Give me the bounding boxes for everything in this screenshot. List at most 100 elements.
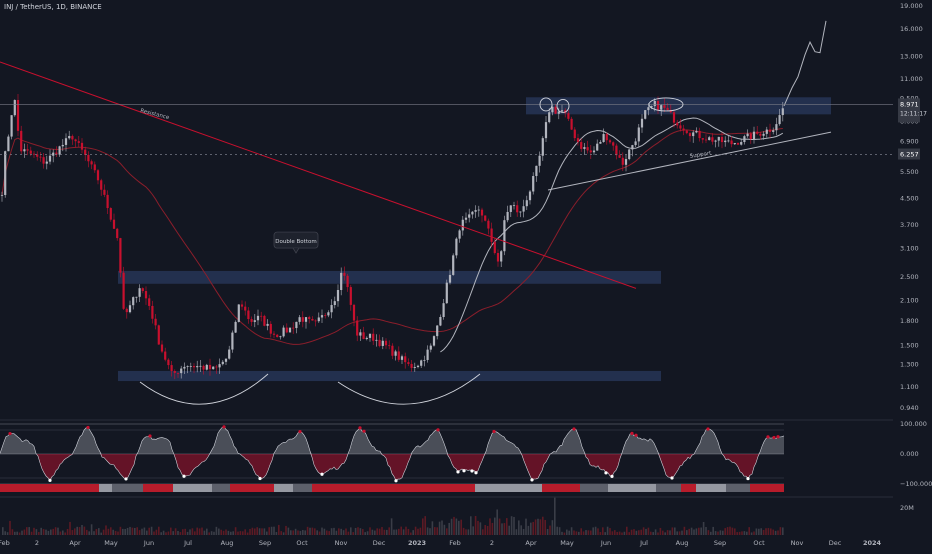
osc-trough-dot [394,479,398,483]
volume-bar [318,531,321,535]
candle-body [730,140,733,145]
volume-bar [357,527,359,535]
osc-peak-dot [630,431,634,435]
strip-segment [681,484,696,492]
volume-bar [390,518,393,535]
volume-bar [98,528,100,535]
volume-bar [263,528,266,535]
candle-body [74,139,77,142]
volume-bar [546,528,549,535]
ma-long-line [1,128,783,345]
volume-bar [695,528,698,535]
strip-segment [648,484,656,492]
callout-pointer [292,247,300,254]
volume-bar [609,528,611,535]
x-tick-label: Jun [143,539,154,547]
candle-body [282,327,285,337]
candle-body [199,365,202,367]
candle-body [16,100,20,131]
volume-bar [717,531,719,535]
candle-body [87,154,90,162]
candle-body [23,149,26,152]
volume-bar [278,524,280,535]
candle-body [231,332,234,350]
volume-bar [714,531,717,535]
volume-bar [666,530,669,535]
volume-bar [328,531,330,535]
candle-body [125,308,128,313]
candle-body [109,208,112,220]
osc-peak-dot [492,429,496,434]
volume-bar [131,527,134,535]
volume-bar [525,518,527,535]
volume-bar [590,530,592,535]
osc-trough-dot [258,476,262,481]
strip-segment [22,484,38,492]
volume-bar [450,518,453,535]
candle-body [330,305,333,313]
candles [0,20,827,380]
volume-bar [599,532,602,535]
candle-body [480,209,484,216]
volume-bar [153,531,155,535]
volume-bar [398,528,400,535]
volume-bar [330,528,333,535]
volume-bar [683,526,686,535]
volume-bar [496,509,498,535]
volume-bar [290,530,292,535]
volume-bar [167,531,170,535]
x-tick-label: Dec [829,539,842,547]
candle-body [176,372,180,374]
volume-bar [678,531,681,535]
volume-bar [285,525,287,535]
volume-bar [508,525,510,535]
high-circle [648,97,684,112]
candle-body [250,319,253,322]
volume-bar [282,532,285,535]
volume-bar [213,531,215,535]
volume-bar [549,525,551,535]
candle-body [487,220,490,229]
volume-bar [554,497,556,535]
candle-body [116,228,119,239]
candle-body [592,150,596,153]
volume-bar [206,528,208,535]
x-tick-label: Apr [69,539,81,547]
volume-bar [198,528,201,535]
candle-body [778,115,781,125]
candle-body [404,356,407,363]
volume-bar [182,529,184,535]
strip-segment [193,484,202,492]
zone-rect [118,270,661,284]
volume-bar [114,530,117,535]
candle-body [189,366,192,367]
volume-bar [587,530,590,535]
volume-bar [467,529,470,535]
candle-body [96,170,100,181]
candle-body [653,100,656,107]
volume-bar [566,529,568,535]
volume-bar [618,531,621,535]
y-tick-label: 13.000 [900,53,923,61]
y-tick-label: 1.100 [900,383,919,391]
volume-bar [280,531,282,535]
candle-body [695,130,698,133]
candle-body [42,157,45,164]
candle-body [679,125,682,129]
volume-bar [556,526,558,535]
double-bottom-label: Double Bottom [275,239,316,245]
volume-bar [71,530,74,535]
time-axis: Feb 2 Apr May Jun Jul Aug Sep Oct Nov Dec 2023 Feb 2 A… [0,539,882,547]
volume-bar [429,528,431,535]
candle-body [234,321,237,333]
strip-segment [125,484,143,492]
volume-bar [422,518,424,535]
candle-body [749,133,752,140]
candle-body [701,138,704,140]
osc-tick-label: 100.000 [900,420,927,428]
strip-segment [488,484,512,492]
strip-segment [608,484,625,492]
candle-body [714,140,717,142]
